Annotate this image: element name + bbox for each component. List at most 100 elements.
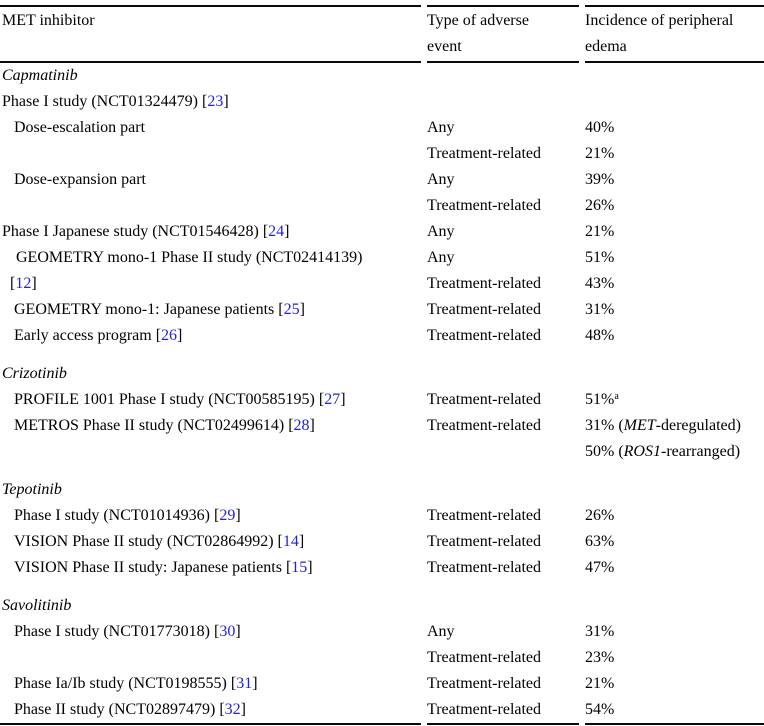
citation: 14 (278, 533, 305, 550)
incidence-cell: 47% (585, 559, 615, 576)
rule-segment (585, 61, 764, 63)
incidence-cell: 31% (585, 623, 615, 640)
study-label: Phase II study (NCT02897479) (14, 701, 216, 718)
drug-name: Tepotinib (2, 481, 62, 498)
study-label: VISION Phase II study: Japanese patients (14, 559, 282, 576)
table-row: Phase Ia/Ib study (NCT0198555) 31 Treatm… (0, 671, 764, 697)
event-cell: Treatment-related (427, 649, 542, 666)
rule-segment (0, 723, 421, 725)
incidence-cell: 21% (585, 675, 615, 692)
gene-name: MET (623, 417, 656, 434)
citation: 12 (2, 271, 421, 297)
study-label: Phase I study (NCT01324479) (2, 93, 198, 110)
citation-link[interactable]: 15 (291, 559, 308, 576)
citation-link[interactable]: 27 (324, 391, 341, 408)
event-cell: Any (427, 223, 455, 240)
incidence-cell: 31% (MET-deregulated) 50% (ROS1-rearrang… (585, 417, 741, 460)
rule-segment (585, 5, 764, 7)
table-row: VISION Phase II study: Japanese patients… (0, 555, 764, 581)
table-row: METROS Phase II study (NCT02499614) 28 T… (0, 413, 764, 465)
study-cell (0, 141, 421, 167)
study-label: Phase I Japanese study (NCT01546428) (2, 223, 259, 240)
incidence-cell: 23% (585, 649, 615, 666)
citation-link[interactable]: 31 (236, 675, 253, 692)
study-cell (0, 645, 421, 671)
study-cell: PROFILE 1001 Phase I study (NCT00585195)… (0, 387, 421, 413)
event-cell: Treatment-related (427, 145, 542, 162)
incidence-cell (585, 89, 764, 115)
citation: 15 (286, 559, 313, 576)
citation: 27 (319, 391, 346, 408)
study-cell: Phase I study (NCT01773018) 30 (0, 619, 421, 645)
section-heading-crizotinib: Crizotinib (0, 361, 764, 387)
study-cell: Phase II study (NCT02897479) 32 (0, 697, 421, 723)
event-cell: Any (427, 623, 455, 640)
event-cell: Treatment-related (427, 507, 542, 524)
rule-segment (0, 5, 421, 7)
event-cell: Treatment-related (427, 327, 542, 344)
study-cell: Early access program 26 (0, 323, 421, 349)
incidence-cell: 51%a (585, 391, 619, 408)
citation-link[interactable]: 26 (161, 327, 178, 344)
study-cell: VISION Phase II study (NCT02864992) 14 (0, 529, 421, 555)
citation-link[interactable]: 25 (283, 301, 300, 318)
study-label: Phase Ia/Ib study (NCT0198555) (14, 675, 227, 692)
study-label: Early access program (14, 327, 152, 344)
citation: 24 (263, 223, 290, 240)
event-cell: Treatment-related (427, 391, 542, 408)
study-cell: Dose-escalation part (14, 119, 146, 136)
citation-link[interactable]: 30 (219, 623, 236, 640)
table-row: Phase I study (NCT01014936) 29 Treatment… (0, 503, 764, 529)
citation-link[interactable]: 14 (282, 533, 299, 550)
citation: 31 (231, 675, 258, 692)
citation-link[interactable]: 24 (268, 223, 285, 240)
study-cell: METROS Phase II study (NCT02499614) 28 (0, 413, 421, 465)
citation-link[interactable]: 28 (293, 417, 310, 434)
column-header-incidence: Incidence of peripheral edema (585, 12, 734, 55)
citation: 28 (288, 417, 315, 434)
study-cell: GEOMETRY mono-1 Phase II study (NCT02414… (0, 245, 421, 297)
citation-link[interactable]: 29 (219, 507, 236, 524)
incidence-cell: 26% (585, 507, 615, 524)
citation: 26 (156, 327, 183, 344)
event-cell: Treatment-related (427, 417, 542, 434)
incidence-cell: 21% (585, 145, 615, 162)
event-cell: Treatment-related (427, 533, 542, 550)
study-cell: Phase I Japanese study (NCT01546428) 24 (0, 219, 421, 245)
table-row: Early access program 26 Treatment-relate… (0, 323, 764, 349)
incidence-cell: 26% (585, 197, 615, 214)
table-bottom-rule (0, 723, 764, 725)
gene-name: ROS1 (623, 443, 661, 460)
event-cell: Treatment-related (427, 701, 542, 718)
rule-segment (427, 723, 579, 725)
citation: 32 (219, 701, 246, 718)
event-cell (427, 89, 579, 115)
citation: 30 (214, 623, 241, 640)
study-label: GEOMETRY mono-1: Japanese patients (14, 301, 275, 318)
table-row: Treatment-related 23% (0, 645, 764, 671)
table-row: PROFILE 1001 Phase I study (NCT00585195)… (0, 387, 764, 413)
citation-link[interactable]: 12 (15, 275, 32, 292)
table-row: Dose-escalation part Any 40% (0, 115, 764, 141)
rule-segment (0, 61, 421, 63)
study-label: VISION Phase II study (NCT02864992) (14, 533, 274, 550)
citation-link[interactable]: 23 (207, 93, 224, 110)
table-row: Phase II study (NCT02897479) 32 Treatmen… (0, 697, 764, 723)
incidence-cell: 51% 43% (585, 249, 615, 292)
study-cell: Phase I study (NCT01014936) 29 (0, 503, 421, 529)
study-cell: Phase Ia/Ib study (NCT0198555) 31 (0, 671, 421, 697)
study-cell (0, 193, 421, 219)
table-header-row: MET inhibitor Type of adverse event Inci… (0, 7, 764, 61)
table-row: Treatment-related 26% (0, 193, 764, 219)
event-cell: Treatment-related (427, 197, 542, 214)
citation-link[interactable]: 32 (224, 701, 241, 718)
table-row: Phase I Japanese study (NCT01546428) 24 … (0, 219, 764, 245)
study-label: Phase I study (NCT01773018) (14, 623, 210, 640)
table-row: Dose-expansion part Any 39% (0, 167, 764, 193)
study-label: Phase I study (NCT01014936) (14, 507, 210, 524)
incidence-cell: 54% (585, 701, 615, 718)
study-cell: Phase I study (NCT01324479) 23 (0, 89, 421, 115)
rule-segment (427, 5, 579, 7)
event-cell: Treatment-related (427, 675, 542, 692)
